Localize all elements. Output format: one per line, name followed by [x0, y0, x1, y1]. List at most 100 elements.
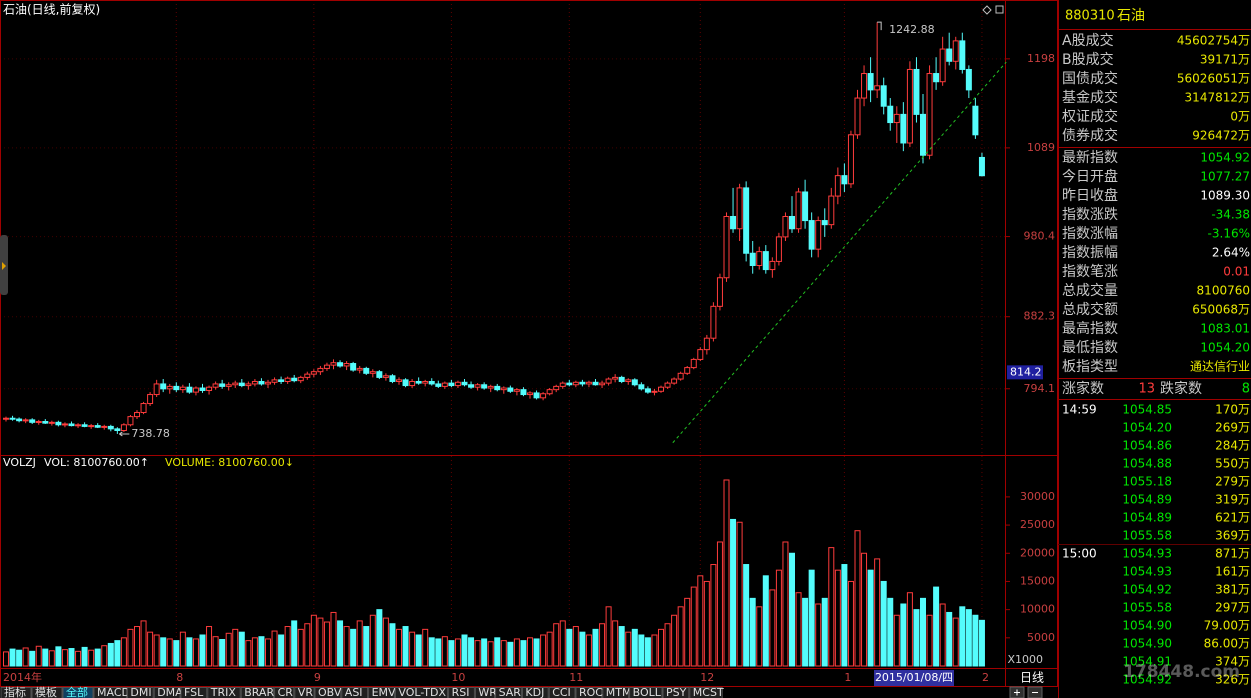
tab[interactable]	[314, 687, 342, 698]
tick-volume: 284万	[1215, 439, 1250, 453]
candle-body	[906, 68, 913, 144]
y-tick-label: 20000	[1020, 546, 1055, 559]
tab-label[interactable]: DMI	[130, 686, 151, 698]
tab[interactable]	[341, 687, 369, 698]
tab-label[interactable]: WR	[478, 686, 497, 698]
tab[interactable]	[126, 687, 154, 698]
tab[interactable]	[662, 687, 690, 698]
tab-label[interactable]: VR	[298, 686, 314, 698]
candle-body	[494, 385, 501, 391]
candle-body	[572, 381, 579, 386]
tab[interactable]	[368, 687, 395, 698]
tab[interactable]	[274, 687, 295, 698]
tab-label[interactable]: OBV	[318, 686, 342, 698]
tab[interactable]	[548, 687, 576, 698]
tab-label[interactable]: 全部	[66, 685, 88, 698]
tab-label[interactable]: TRIX	[210, 686, 237, 698]
volume-bar	[94, 648, 101, 667]
candle-body	[350, 363, 357, 371]
volume-bar	[736, 521, 743, 667]
tab-label[interactable]: RSI	[452, 686, 470, 698]
tab-label[interactable]: MTM	[606, 686, 632, 698]
volume-bar	[527, 637, 533, 667]
volume-bar	[572, 626, 579, 667]
tick-price: 1054.89	[1122, 511, 1172, 525]
candle-body	[245, 383, 252, 387]
tab[interactable]	[153, 687, 181, 698]
tab-label[interactable]: 模板	[35, 685, 57, 698]
tab-label[interactable]: ROC	[579, 686, 603, 698]
tab[interactable]	[294, 687, 315, 698]
tab[interactable]	[180, 687, 208, 698]
tab[interactable]	[689, 687, 723, 698]
tab-label[interactable]: KDJ	[525, 686, 544, 698]
volume-bar	[520, 640, 527, 667]
candle-body	[782, 215, 789, 238]
tab[interactable]	[394, 687, 449, 698]
tab[interactable]	[575, 687, 603, 698]
tab-label[interactable]: MACD	[97, 686, 130, 698]
tab-label[interactable]: ASI	[345, 686, 363, 698]
tab[interactable]	[31, 687, 63, 698]
candle-body	[225, 384, 232, 387]
tab[interactable]	[207, 687, 241, 698]
candle-body	[291, 377, 298, 382]
y-tick-label: 882.3	[1024, 310, 1056, 323]
tab[interactable]	[602, 687, 630, 698]
tab[interactable]	[474, 687, 496, 698]
tab-label[interactable]: CCI	[552, 686, 571, 698]
tab-label[interactable]: CR	[278, 686, 294, 698]
volume-bar	[605, 606, 612, 667]
candle-body	[166, 385, 173, 390]
volume-bar	[278, 634, 285, 667]
volume-bar	[841, 564, 848, 667]
volume-bar	[16, 649, 23, 667]
tab[interactable]	[629, 687, 663, 698]
y-tick-label: 10000	[1020, 603, 1055, 616]
x-tick-label: 11	[569, 671, 583, 684]
stat-value: 通达信行业	[1190, 360, 1250, 374]
x-tick-label: 10	[451, 671, 465, 684]
volume-bar	[946, 611, 953, 667]
tab-label[interactable]: MCST	[693, 686, 724, 698]
volume-bar	[350, 628, 357, 667]
candle-body	[861, 73, 868, 99]
candle-body	[769, 260, 776, 271]
tab-label[interactable]: BOLL	[633, 686, 662, 698]
tab-label[interactable]: DMA	[157, 686, 183, 698]
side-handle-arrow	[2, 262, 6, 270]
tab[interactable]	[495, 687, 522, 698]
tab-label[interactable]: EMV	[372, 686, 396, 698]
candle-body	[487, 385, 494, 389]
candle-body	[343, 363, 350, 367]
volume-bar	[533, 638, 540, 667]
tab-label[interactable]: SAR	[499, 686, 522, 698]
volume-bar	[147, 631, 154, 667]
tab[interactable]	[0, 687, 32, 698]
candle-body	[120, 424, 127, 431]
volume-bar	[553, 623, 560, 667]
tab-label[interactable]: BRAR	[244, 686, 274, 698]
tab[interactable]	[521, 687, 549, 698]
window-icons[interactable]	[982, 5, 1004, 15]
volume-bar	[900, 603, 907, 667]
tab-label[interactable]: PSY	[666, 686, 687, 698]
candle-body	[441, 382, 448, 387]
tick-volume: 374万	[1215, 655, 1250, 669]
x-tick-label: 2014年	[3, 670, 42, 684]
volume-bar	[356, 620, 363, 667]
tick-volume: 86.00万	[1204, 637, 1250, 651]
tab[interactable]	[240, 687, 275, 698]
tab[interactable]	[93, 687, 127, 698]
fall-label: 跌家数	[1160, 380, 1202, 397]
tab-label[interactable]: VOL-TDX	[398, 686, 446, 698]
volume-bar	[920, 597, 926, 667]
tab[interactable]	[448, 687, 475, 698]
volume-bar	[880, 580, 887, 667]
tab[interactable]	[62, 687, 94, 698]
tab-label[interactable]: FSL	[184, 686, 204, 698]
tab-label[interactable]: 指标	[4, 685, 26, 698]
candle-body	[808, 220, 815, 250]
candle-body	[867, 73, 874, 91]
volume-bar	[959, 606, 966, 667]
